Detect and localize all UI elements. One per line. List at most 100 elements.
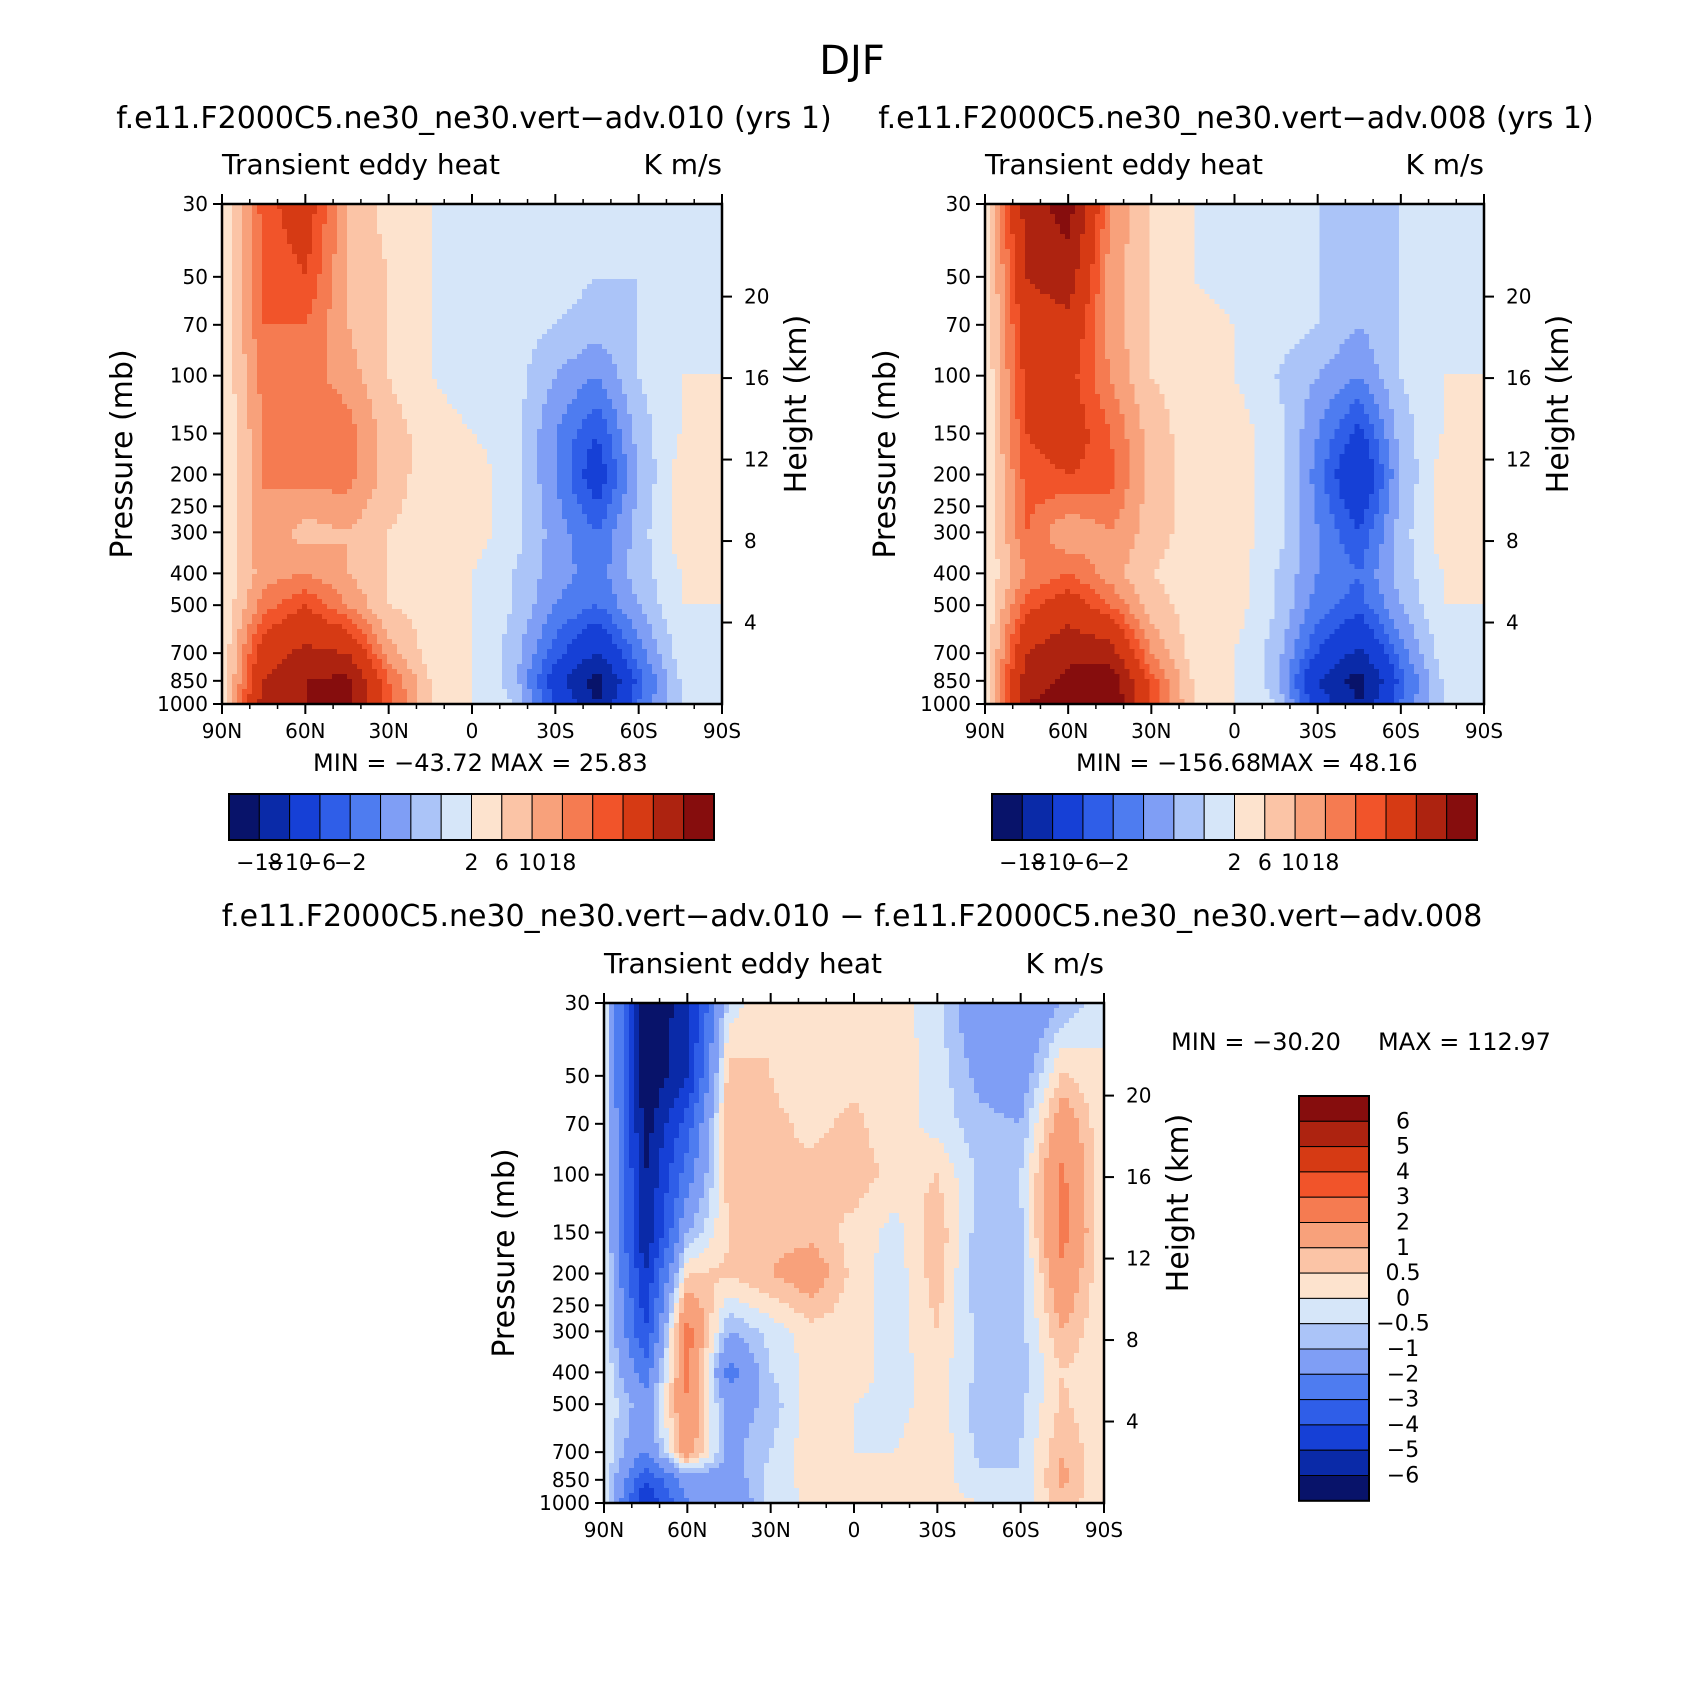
contour-cell — [267, 259, 273, 265]
contour-cell — [602, 384, 608, 390]
contour-cell — [552, 294, 558, 300]
contour-cell — [577, 329, 583, 335]
contour-cell — [317, 269, 323, 275]
contour-cell — [462, 254, 468, 260]
contour-cell — [297, 334, 303, 340]
contour-cell — [617, 419, 623, 425]
contour-cell — [577, 209, 583, 215]
contour-cell — [387, 369, 393, 375]
contour-cell — [617, 314, 623, 320]
contour-cell — [582, 309, 588, 315]
contour-cell — [392, 294, 398, 300]
contour-cell — [302, 289, 308, 295]
contour-cell — [417, 404, 423, 410]
contour-cell — [667, 389, 673, 395]
contour-cell — [372, 324, 378, 330]
contour-cell — [432, 404, 438, 410]
contour-cell — [562, 249, 568, 255]
contour-cell — [427, 229, 433, 235]
contour-cell — [627, 239, 633, 245]
contour-cell — [237, 364, 243, 370]
contour-cell — [597, 234, 603, 240]
contour-cell — [687, 339, 693, 345]
contour-cell — [327, 254, 333, 260]
contour-cell — [522, 414, 528, 420]
contour-cell — [372, 359, 378, 365]
contour-cell — [647, 419, 653, 425]
contour-cell — [607, 344, 613, 350]
contour-cell — [297, 369, 303, 375]
contour-cell — [477, 269, 483, 275]
contour-cell — [287, 394, 293, 400]
contour-cell — [427, 329, 433, 335]
contour-cell — [347, 409, 353, 415]
contour-cell — [647, 334, 653, 340]
contour-cell — [322, 259, 328, 265]
contour-cell — [692, 344, 698, 350]
contour-cell — [537, 354, 543, 360]
contour-cell — [587, 339, 593, 345]
contour-cell — [297, 404, 303, 410]
contour-cell — [237, 354, 243, 360]
contour-cell — [627, 329, 633, 335]
contour-cell — [347, 284, 353, 290]
contour-cell — [337, 384, 343, 390]
contour-cell — [697, 394, 703, 400]
contour-cell — [542, 219, 548, 225]
contour-cell — [567, 299, 573, 305]
contour-cell — [492, 354, 498, 360]
contour-cell — [422, 409, 428, 415]
contour-cell — [417, 354, 423, 360]
contour-cell — [337, 244, 343, 250]
contour-cell — [707, 419, 713, 425]
contour-cell — [547, 239, 553, 245]
contour-cell — [607, 299, 613, 305]
contour-cell — [607, 409, 613, 415]
contour-cell — [232, 219, 238, 225]
contour-cell — [337, 274, 343, 280]
contour-cell — [237, 334, 243, 340]
contour-cell — [462, 369, 468, 375]
contour-cell — [227, 314, 233, 320]
contour-cell — [507, 304, 513, 310]
contour-cell — [627, 279, 633, 285]
contour-cell — [252, 234, 258, 240]
contour-cell — [282, 254, 288, 260]
contour-cell — [452, 229, 458, 235]
contour-cell — [687, 389, 693, 395]
contour-cell — [502, 329, 508, 335]
contour-cell — [357, 289, 363, 295]
contour-cell — [507, 264, 513, 270]
contour-cell — [377, 339, 383, 345]
contour-cell — [277, 289, 283, 295]
contour-cell — [712, 339, 718, 345]
contour-cell — [347, 369, 353, 375]
contour-cell — [342, 424, 348, 430]
contour-cell — [647, 269, 653, 275]
contour-cell — [552, 354, 558, 360]
contour-cell — [547, 259, 553, 265]
contour-cell — [272, 249, 278, 255]
contour-cell — [702, 334, 708, 340]
contour-cell — [257, 219, 263, 225]
contour-cell — [242, 384, 248, 390]
contour-cell — [437, 419, 443, 425]
contour-cell — [517, 334, 523, 340]
contour-cell — [587, 314, 593, 320]
contour-cell — [452, 209, 458, 215]
contour-cell — [277, 294, 283, 300]
contour-cell — [382, 244, 388, 250]
contour-cell — [312, 294, 318, 300]
contour-cell — [362, 314, 368, 320]
contour-cell — [377, 329, 383, 335]
contour-cell — [392, 254, 398, 260]
contour-cell — [662, 229, 668, 235]
contour-cell — [422, 229, 428, 235]
contour-cell — [612, 394, 618, 400]
contour-cell — [707, 259, 713, 265]
contour-cell — [457, 369, 463, 375]
contour-cell — [467, 389, 473, 395]
contour-cell — [512, 359, 518, 365]
contour-cell — [232, 329, 238, 335]
contour-cell — [262, 304, 268, 310]
